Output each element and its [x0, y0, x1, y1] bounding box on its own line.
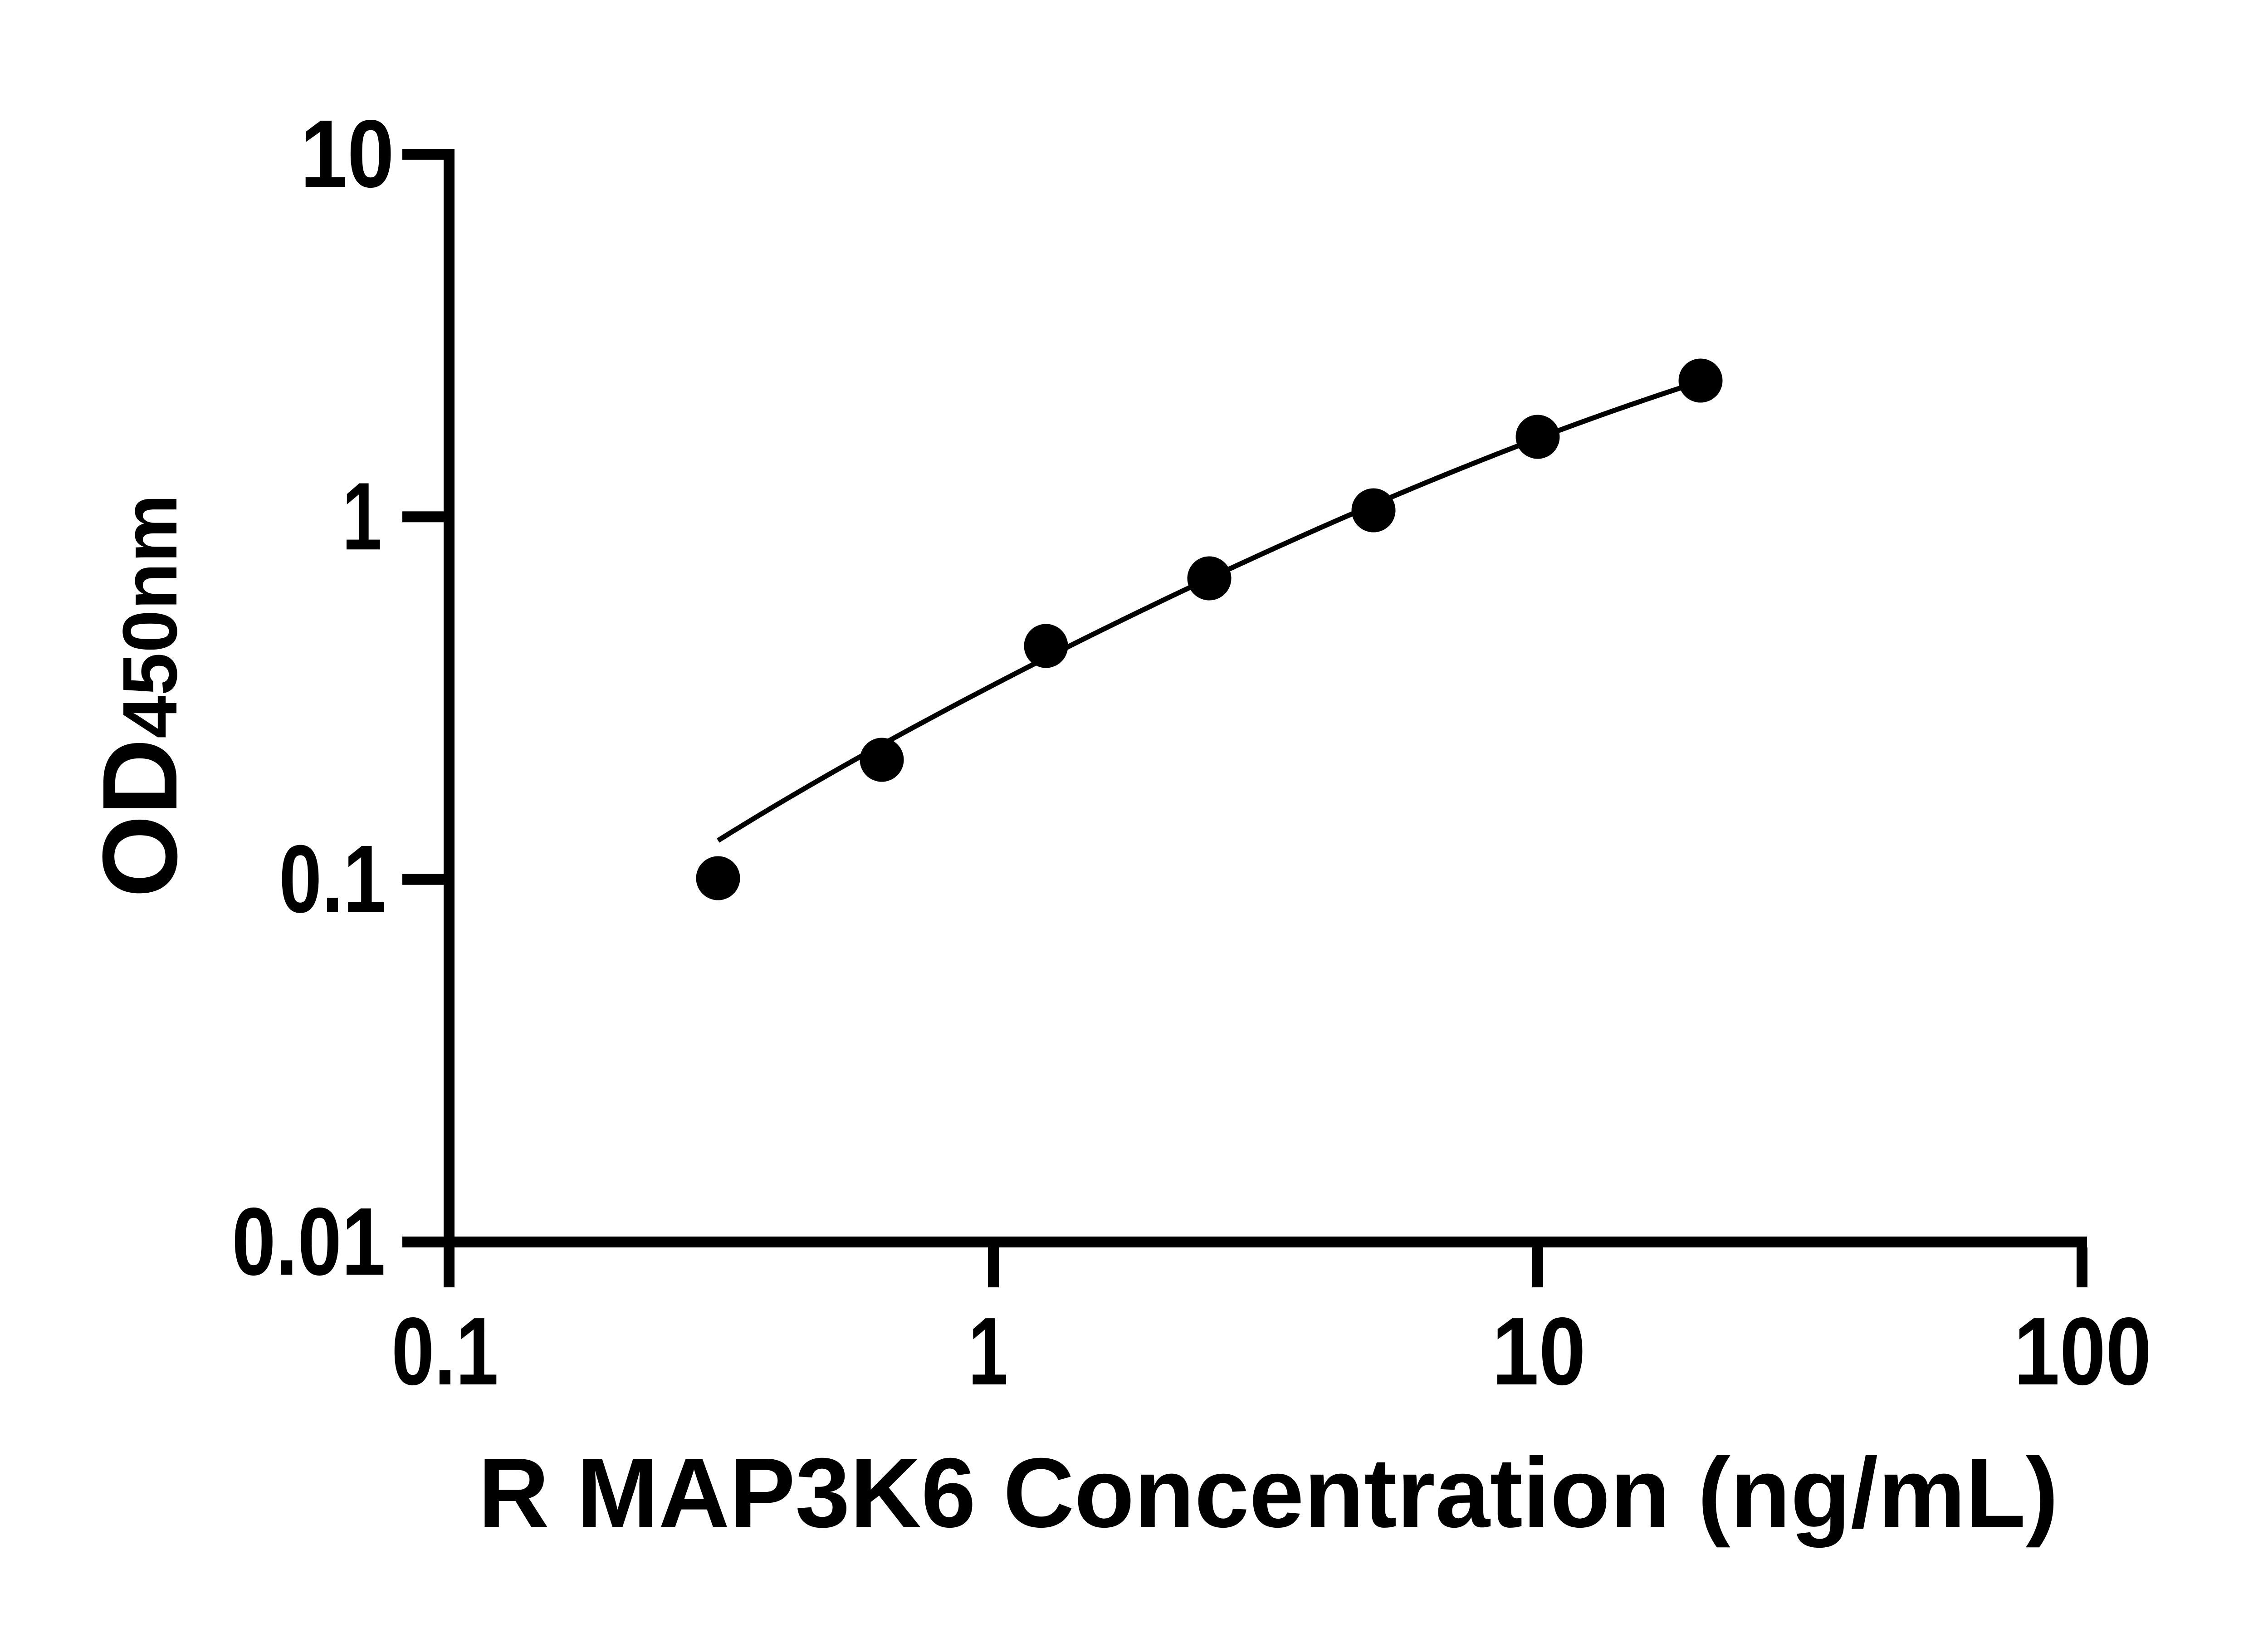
svg-text:1: 1	[342, 462, 382, 570]
svg-text:0.01: 0.01	[232, 1188, 386, 1295]
svg-text:0.1: 0.1	[391, 1297, 499, 1405]
svg-text:0.1: 0.1	[279, 825, 386, 933]
svg-text:100: 100	[2014, 1297, 2152, 1405]
svg-text:10: 10	[300, 100, 394, 207]
svg-text:OD450nm: OD450nm	[80, 494, 199, 898]
svg-text:10: 10	[1492, 1297, 1586, 1405]
svg-text:1: 1	[968, 1297, 1008, 1405]
svg-text:R MAP3K6 Concentration (ng/mL): R MAP3K6 Concentration (ng/mL)	[478, 1438, 2058, 1548]
